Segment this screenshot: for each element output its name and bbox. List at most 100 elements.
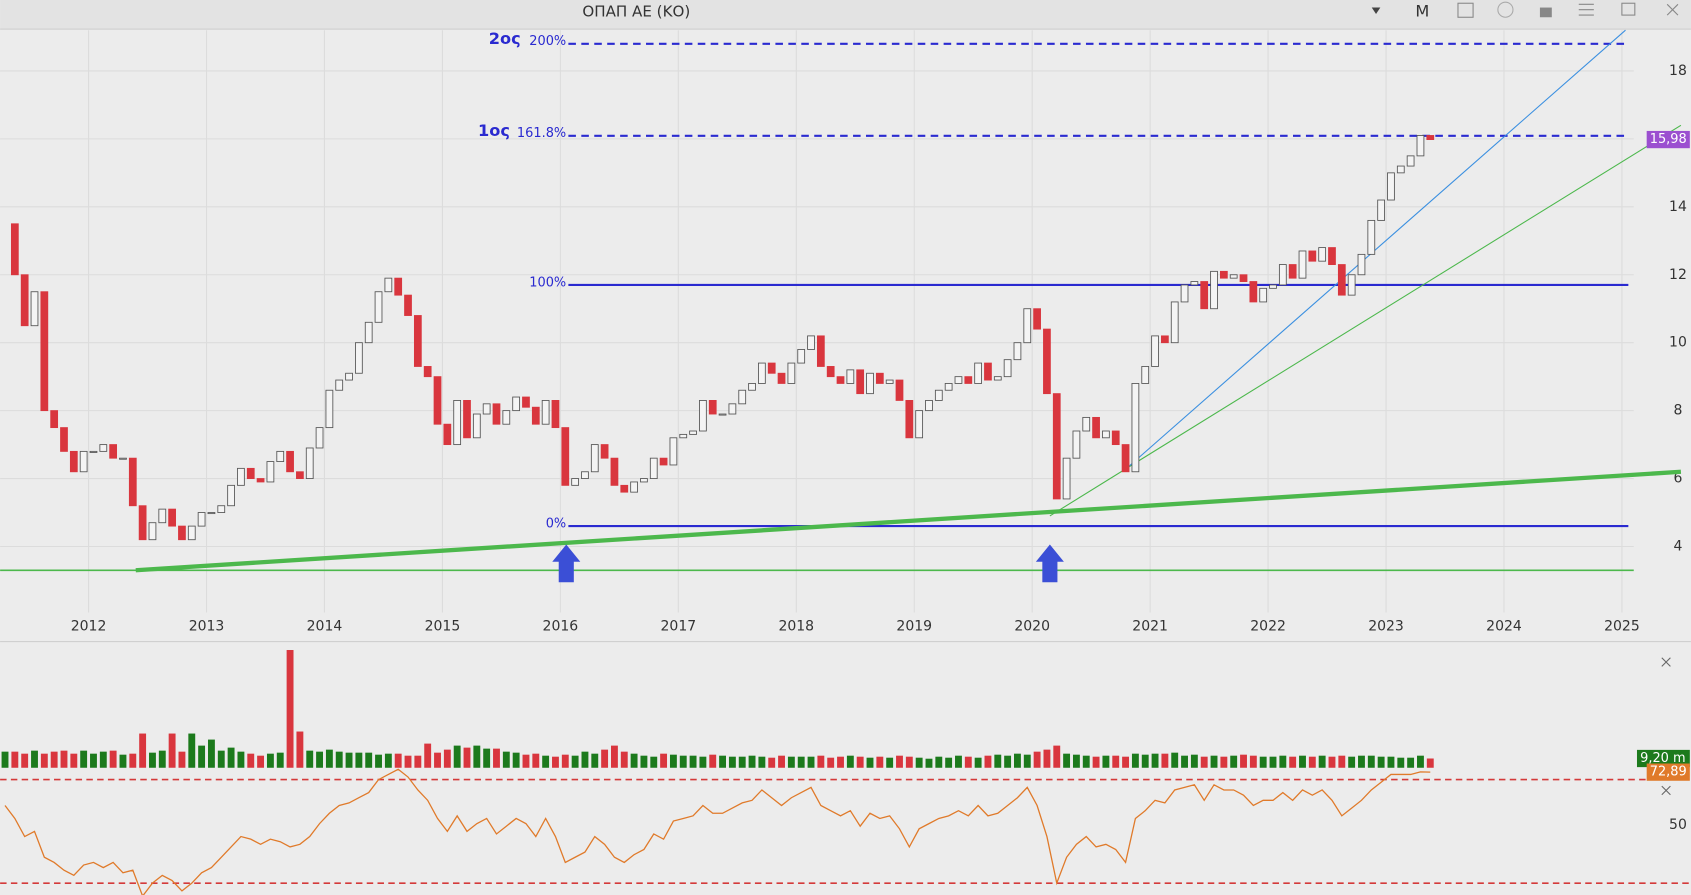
lock-icon[interactable] xyxy=(1539,7,1552,18)
volume-bar xyxy=(463,747,471,768)
close-rsi-panel[interactable] xyxy=(1661,785,1671,796)
candle-body xyxy=(158,508,167,524)
save-icon[interactable] xyxy=(1457,2,1474,18)
volume-bar xyxy=(837,756,844,768)
volume-bar xyxy=(817,755,825,768)
candle-body xyxy=(1357,253,1366,276)
volume-bar xyxy=(296,731,304,768)
x-tick-label: 2017 xyxy=(661,619,697,635)
candle-body xyxy=(777,372,786,384)
volume-bar xyxy=(699,756,707,768)
candle-body xyxy=(1259,287,1268,303)
candle-body xyxy=(325,389,334,429)
close-volume-panel[interactable] xyxy=(1661,657,1671,667)
candle-body xyxy=(197,512,206,527)
candle-body xyxy=(1102,430,1110,439)
volume-bar xyxy=(483,748,491,768)
rsi-tag xyxy=(1646,763,1690,781)
candle-body xyxy=(10,223,19,276)
fib-label: 161.8% xyxy=(517,126,566,141)
volume-bar xyxy=(768,757,776,768)
arrow xyxy=(1035,544,1064,583)
volume-bar xyxy=(434,752,441,768)
restore-icon[interactable] xyxy=(1621,2,1636,16)
y-tick-label: 6 xyxy=(1673,471,1682,487)
candle-body xyxy=(1229,274,1238,279)
volume-bar xyxy=(1308,756,1316,768)
volume-bar xyxy=(1082,755,1090,768)
volume-bar xyxy=(748,755,756,768)
volume-bar xyxy=(915,757,923,768)
candle-body xyxy=(1387,172,1395,201)
volume-bar xyxy=(129,753,137,768)
candle-body xyxy=(168,508,176,527)
candle-body xyxy=(20,274,29,327)
candle-body xyxy=(1170,301,1179,344)
volume-bar xyxy=(679,755,687,768)
last-price-tag xyxy=(1646,130,1690,149)
volume-bar xyxy=(80,750,88,768)
candle-body xyxy=(1200,281,1209,310)
volume-bar xyxy=(1053,745,1061,768)
candle-body xyxy=(679,433,688,439)
volume-bar xyxy=(846,755,854,768)
volume-bar xyxy=(856,756,864,768)
volume-bar xyxy=(581,751,589,768)
x-tick-label: 2025 xyxy=(1604,619,1640,635)
volume-bar xyxy=(247,753,255,768)
volume-bar xyxy=(1417,755,1424,768)
candle-body xyxy=(1337,264,1346,296)
volume-bar xyxy=(591,753,599,768)
candle-body xyxy=(640,478,648,483)
candle-body xyxy=(649,457,658,479)
candle-body xyxy=(384,277,393,293)
candle-body xyxy=(1278,264,1287,286)
volume-bar xyxy=(689,755,697,768)
x-tick-label: 2015 xyxy=(425,619,461,635)
volume-bar xyxy=(561,754,569,768)
candle-body xyxy=(905,400,914,439)
candle-body xyxy=(925,400,933,412)
candle-body xyxy=(276,450,285,463)
period-button[interactable]: M xyxy=(1415,1,1429,20)
volume-bar xyxy=(453,745,461,768)
volume-tag-label: 9,20 m xyxy=(1640,751,1685,766)
candle-body xyxy=(974,362,982,384)
candle-body xyxy=(758,362,766,384)
comment-icon[interactable] xyxy=(1497,1,1514,18)
volume-bar xyxy=(257,755,265,768)
menu-icon[interactable] xyxy=(1578,3,1594,16)
volume-bar xyxy=(1367,755,1375,768)
volume-bar xyxy=(168,733,176,768)
volume-bar xyxy=(40,753,48,768)
volume-bar xyxy=(797,756,805,768)
volume-bar xyxy=(1033,751,1041,768)
candle-body xyxy=(423,366,432,378)
volume-bar xyxy=(1102,755,1110,768)
candle-body xyxy=(748,383,756,391)
candle-body xyxy=(1219,270,1228,279)
candle-body xyxy=(119,457,127,460)
volume-tag xyxy=(1636,749,1690,768)
volume-bar xyxy=(1092,756,1100,768)
volume-bar xyxy=(158,750,166,768)
candle-body xyxy=(286,450,294,473)
x-tick-label: 2024 xyxy=(1486,619,1522,635)
x-tick-label: 2016 xyxy=(543,619,579,635)
candle-body xyxy=(1239,274,1248,282)
candle-body xyxy=(787,362,796,384)
candle-body xyxy=(345,372,353,381)
dropdown-button[interactable] xyxy=(1371,7,1381,15)
volume-bar xyxy=(502,751,510,768)
close-icon[interactable] xyxy=(1666,3,1679,16)
volume-bar xyxy=(375,754,382,768)
candle-body xyxy=(79,450,88,473)
candle-body xyxy=(266,461,275,483)
fib-label: 200% xyxy=(529,34,566,49)
candle-body xyxy=(1269,284,1277,289)
volume-bar xyxy=(1358,755,1365,768)
volume-bar xyxy=(974,757,982,768)
candle-body xyxy=(1308,250,1317,262)
volume-bar xyxy=(443,749,451,768)
volume-bar xyxy=(207,739,215,768)
